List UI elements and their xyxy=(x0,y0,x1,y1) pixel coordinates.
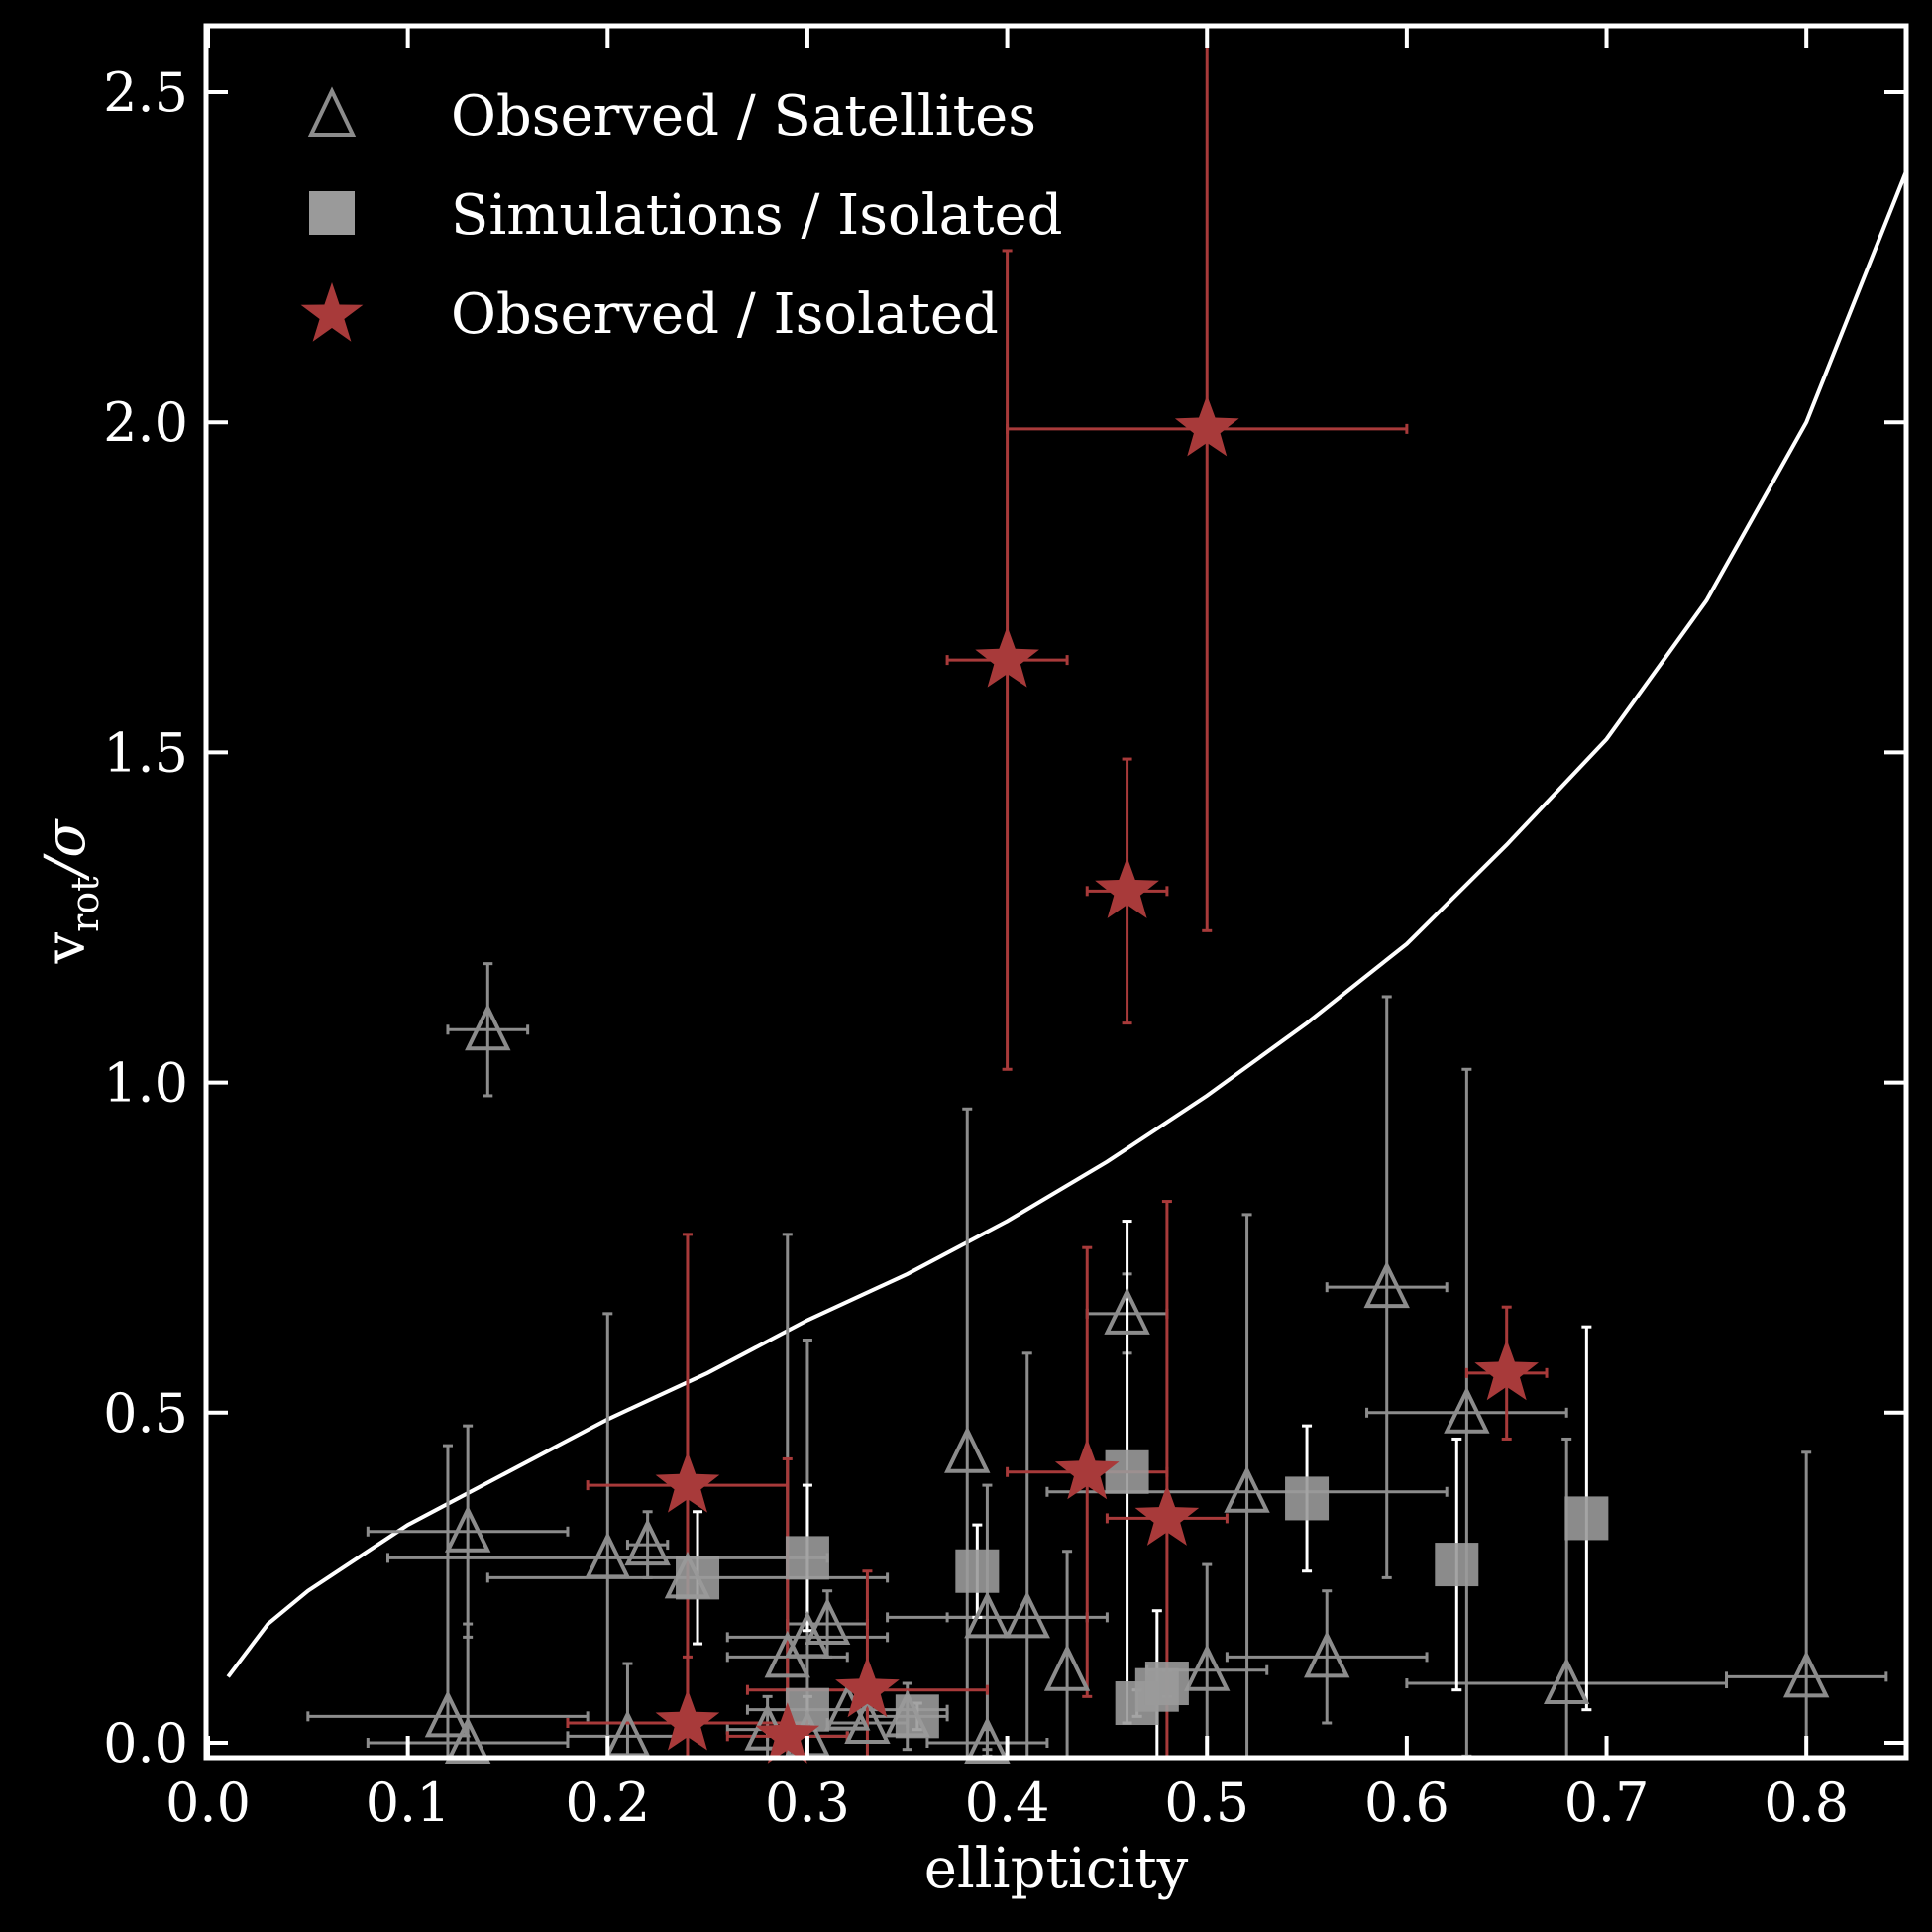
x-tick-label: 0.0 xyxy=(165,1771,251,1834)
simulation-square-marker xyxy=(1435,1543,1479,1587)
x-tick-label: 0.6 xyxy=(1364,1771,1449,1834)
satellite-triangle-marker xyxy=(1043,1644,1091,1691)
simulation-square-marker xyxy=(676,1556,720,1600)
y-tick-label: 0.5 xyxy=(103,1382,188,1445)
satellite-triangle-marker xyxy=(1184,1644,1231,1691)
axes-frame xyxy=(203,23,1909,1761)
satellite-triangle-marker xyxy=(1444,1386,1490,1434)
model-curve xyxy=(226,170,1908,1678)
x-tick-label: 0.7 xyxy=(1564,1771,1650,1834)
isolated-star-marker xyxy=(655,1451,720,1513)
y-tick-label: 2.0 xyxy=(103,391,188,454)
satellite-triangle-marker xyxy=(1004,1590,1050,1639)
satellite-triangle-marker xyxy=(444,1716,491,1764)
legend-label-simulations: Simulations / Isolated xyxy=(451,183,1063,248)
satellite-triangle-marker xyxy=(1104,1287,1150,1335)
x-tick-label: 0.1 xyxy=(366,1771,451,1834)
y-tick-label: 1.0 xyxy=(103,1052,188,1115)
legend-item-simulations: Simulations / Isolated xyxy=(309,183,1063,248)
x-axis-label: ellipticity xyxy=(924,1837,1189,1901)
isolated-star-marker xyxy=(1174,394,1239,457)
simulation-square-marker xyxy=(785,1536,829,1580)
legend-item-isolated: Observed / Isolated xyxy=(300,282,999,347)
simulation-square-marker xyxy=(1285,1476,1330,1521)
isolated-star-marker xyxy=(1474,1339,1539,1401)
simulation-square-marker xyxy=(895,1694,939,1739)
y-axis-label-sub: rot xyxy=(63,877,107,932)
x-tick-label: 0.8 xyxy=(1764,1771,1849,1834)
simulation-square-marker xyxy=(955,1549,1000,1593)
satellite-triangle-marker xyxy=(1543,1657,1590,1705)
y-tick-label: 2.5 xyxy=(103,61,188,124)
satellite-triangle-marker xyxy=(604,1709,651,1758)
legend-label-isolated: Observed / Isolated xyxy=(451,282,999,347)
x-tick-label: 0.5 xyxy=(1164,1771,1249,1834)
y-axis-label: vrot/σ xyxy=(34,818,107,965)
satellite-triangle-marker xyxy=(624,1518,671,1566)
satellite-triangle-marker xyxy=(1304,1630,1350,1678)
satellite-triangle-marker xyxy=(964,1590,1011,1639)
isolated-star-marker xyxy=(975,626,1039,688)
isolated-star-marker xyxy=(1095,857,1159,918)
satellite-triangle-marker xyxy=(424,1689,472,1738)
axis-ticks: 0.0 0.1 0.2 0.3 0.4 0.5 0.6 0.7 0.8 0.0 0.5 1.0 1.5 2… xyxy=(103,26,1906,1834)
legend-star-icon xyxy=(300,282,364,342)
satellite-triangle-marker xyxy=(1224,1465,1270,1513)
satellite-triangle-marker xyxy=(585,1531,631,1579)
isolated-star-marker xyxy=(655,1689,720,1751)
isolated-star-marker xyxy=(1054,1438,1120,1500)
legend: Observed / Satellites Simulations / Isol… xyxy=(300,84,1063,347)
y-tick-label: 0.0 xyxy=(103,1712,188,1774)
legend-square-icon xyxy=(309,191,355,235)
isolated-star-marker xyxy=(755,1702,820,1764)
legend-label-satellites: Observed / Satellites xyxy=(451,84,1036,149)
simulation-square-marker xyxy=(1144,1662,1189,1706)
legend-item-satellites: Observed / Satellites xyxy=(307,84,1036,149)
x-tick-label: 0.3 xyxy=(765,1771,850,1834)
satellite-triangle-marker xyxy=(804,1597,851,1646)
satellite-triangle-marker xyxy=(844,1696,891,1745)
satellite-triangle-marker xyxy=(1782,1650,1830,1698)
satellite-triangle-marker xyxy=(784,1610,831,1659)
simulation-square-marker xyxy=(1105,1449,1149,1494)
y-axis-label-main: v xyxy=(34,932,98,965)
satellite-triangle-marker xyxy=(465,1003,511,1051)
x-tick-label: 0.2 xyxy=(565,1771,650,1834)
satellite-triangle-marker xyxy=(444,1505,491,1553)
isolated-star-marker xyxy=(1134,1484,1200,1546)
satellite-triangle-marker xyxy=(964,1716,1011,1764)
data-markers xyxy=(424,394,1830,1764)
y-axis-label-tail: /σ xyxy=(34,818,98,882)
satellite-triangle-marker xyxy=(944,1426,991,1473)
y-tick-label: 1.5 xyxy=(103,721,188,784)
x-tick-label: 0.4 xyxy=(965,1771,1050,1834)
isolated-star-marker xyxy=(835,1656,900,1718)
satellite-triangle-marker xyxy=(1363,1260,1410,1309)
legend-triangle-icon xyxy=(307,86,357,137)
simulation-square-marker xyxy=(1564,1496,1609,1541)
